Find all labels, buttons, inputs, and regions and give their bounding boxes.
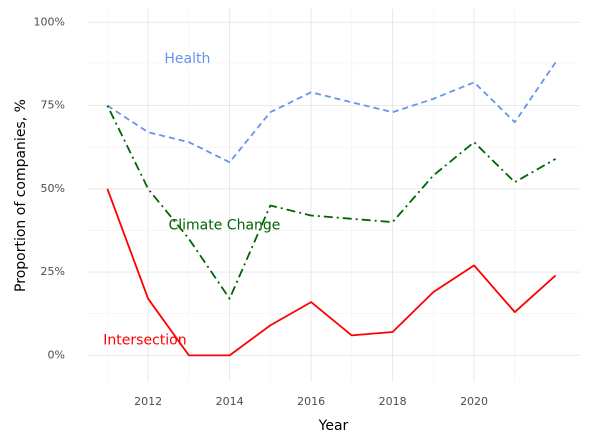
- x-tick-label: 2016: [297, 395, 325, 408]
- series-line-intersection: [106, 188, 557, 357]
- y-tick-label: 100%: [34, 15, 65, 28]
- major-gridlines: [87, 9, 580, 382]
- series-line-climate-change: [106, 105, 557, 300]
- y-axis-title: Proportion of companies, %: [13, 99, 29, 292]
- y-tick-label: 0%: [48, 348, 65, 361]
- series-line-health: [106, 61, 557, 164]
- series-labels: Health Climate Change Intersection: [103, 51, 280, 348]
- series-label-intersection: Intersection: [103, 332, 186, 348]
- y-tick-label: 75%: [41, 99, 65, 112]
- minor-gridlines: [87, 9, 580, 382]
- series-lines: [106, 61, 557, 357]
- y-tick-label: 25%: [41, 265, 65, 278]
- x-axis-title: Year: [318, 418, 349, 434]
- x-tick-label: 2020: [460, 395, 488, 408]
- x-tick-label: 2018: [379, 395, 407, 408]
- series-label-climate-change: Climate Change: [168, 217, 280, 233]
- x-tick-label: 2012: [134, 395, 162, 408]
- x-axis-tick-labels: 2012 2014 2016 2018 2020: [134, 395, 488, 408]
- y-axis-tick-labels: 0% 25% 50% 75% 100%: [34, 15, 65, 361]
- series-label-health: Health: [164, 51, 210, 67]
- x-tick-label: 2014: [216, 395, 244, 408]
- y-tick-label: 50%: [41, 182, 65, 195]
